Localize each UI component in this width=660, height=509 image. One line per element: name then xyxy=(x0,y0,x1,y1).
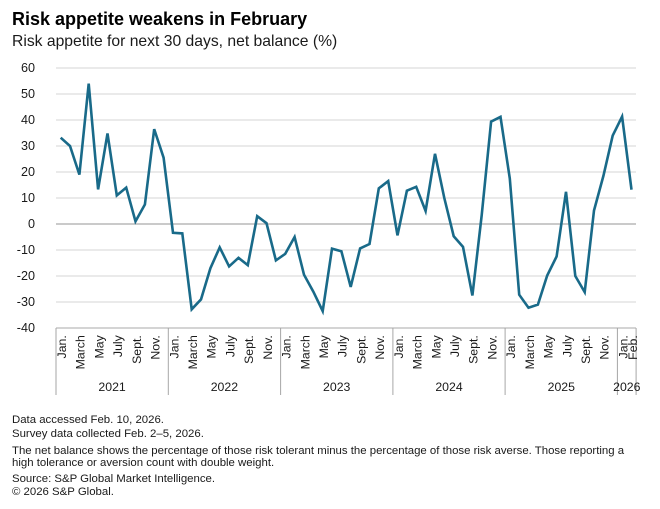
svg-text:10: 10 xyxy=(21,191,35,205)
svg-text:20: 20 xyxy=(21,165,35,179)
svg-text:Nov.: Nov. xyxy=(373,335,387,359)
svg-text:50: 50 xyxy=(21,87,35,101)
svg-text:0: 0 xyxy=(28,217,35,231)
svg-text:30: 30 xyxy=(21,139,35,153)
svg-text:Feb.: Feb. xyxy=(626,335,640,360)
svg-text:2024: 2024 xyxy=(435,380,463,394)
svg-text:2025: 2025 xyxy=(548,380,576,394)
svg-text:March: March xyxy=(411,335,425,369)
svg-text:Jan.: Jan. xyxy=(167,335,181,358)
svg-text:Nov.: Nov. xyxy=(485,335,499,359)
svg-text:May: May xyxy=(92,334,106,358)
svg-text:Sept.: Sept. xyxy=(579,335,593,364)
svg-text:2022: 2022 xyxy=(211,380,239,394)
svg-text:Jan.: Jan. xyxy=(616,335,630,358)
svg-text:July: July xyxy=(448,334,462,357)
svg-text:May: May xyxy=(429,334,443,358)
svg-text:July: July xyxy=(111,334,125,357)
svg-text:Nov.: Nov. xyxy=(149,335,163,359)
svg-text:Jan.: Jan. xyxy=(55,335,69,358)
svg-text:Nov.: Nov. xyxy=(261,335,275,359)
svg-text:-20: -20 xyxy=(17,269,35,283)
svg-text:Jan.: Jan. xyxy=(280,335,294,358)
svg-text:May: May xyxy=(317,334,331,358)
svg-text:2026: 2026 xyxy=(613,380,641,394)
svg-text:Sept.: Sept. xyxy=(354,335,368,364)
svg-text:-30: -30 xyxy=(17,295,35,309)
svg-text:March: March xyxy=(186,335,200,369)
svg-text:60: 60 xyxy=(21,61,35,75)
svg-text:Sept.: Sept. xyxy=(242,335,256,364)
svg-text:-40: -40 xyxy=(17,321,35,335)
svg-text:May: May xyxy=(542,334,556,358)
svg-text:July: July xyxy=(223,334,237,357)
svg-text:Sept.: Sept. xyxy=(467,335,481,364)
svg-text:July: July xyxy=(560,334,574,357)
svg-text:May: May xyxy=(205,334,219,358)
svg-text:-10: -10 xyxy=(17,243,35,257)
svg-text:2021: 2021 xyxy=(98,380,126,394)
svg-text:Jan.: Jan. xyxy=(392,335,406,358)
svg-text:March: March xyxy=(523,335,537,369)
svg-text:July: July xyxy=(336,334,350,357)
svg-text:Sept.: Sept. xyxy=(130,335,144,364)
svg-text:40: 40 xyxy=(21,113,35,127)
svg-text:Nov.: Nov. xyxy=(598,335,612,359)
svg-text:2023: 2023 xyxy=(323,380,351,394)
svg-text:March: March xyxy=(298,335,312,369)
svg-text:March: March xyxy=(74,335,88,369)
svg-text:Jan.: Jan. xyxy=(504,335,518,358)
